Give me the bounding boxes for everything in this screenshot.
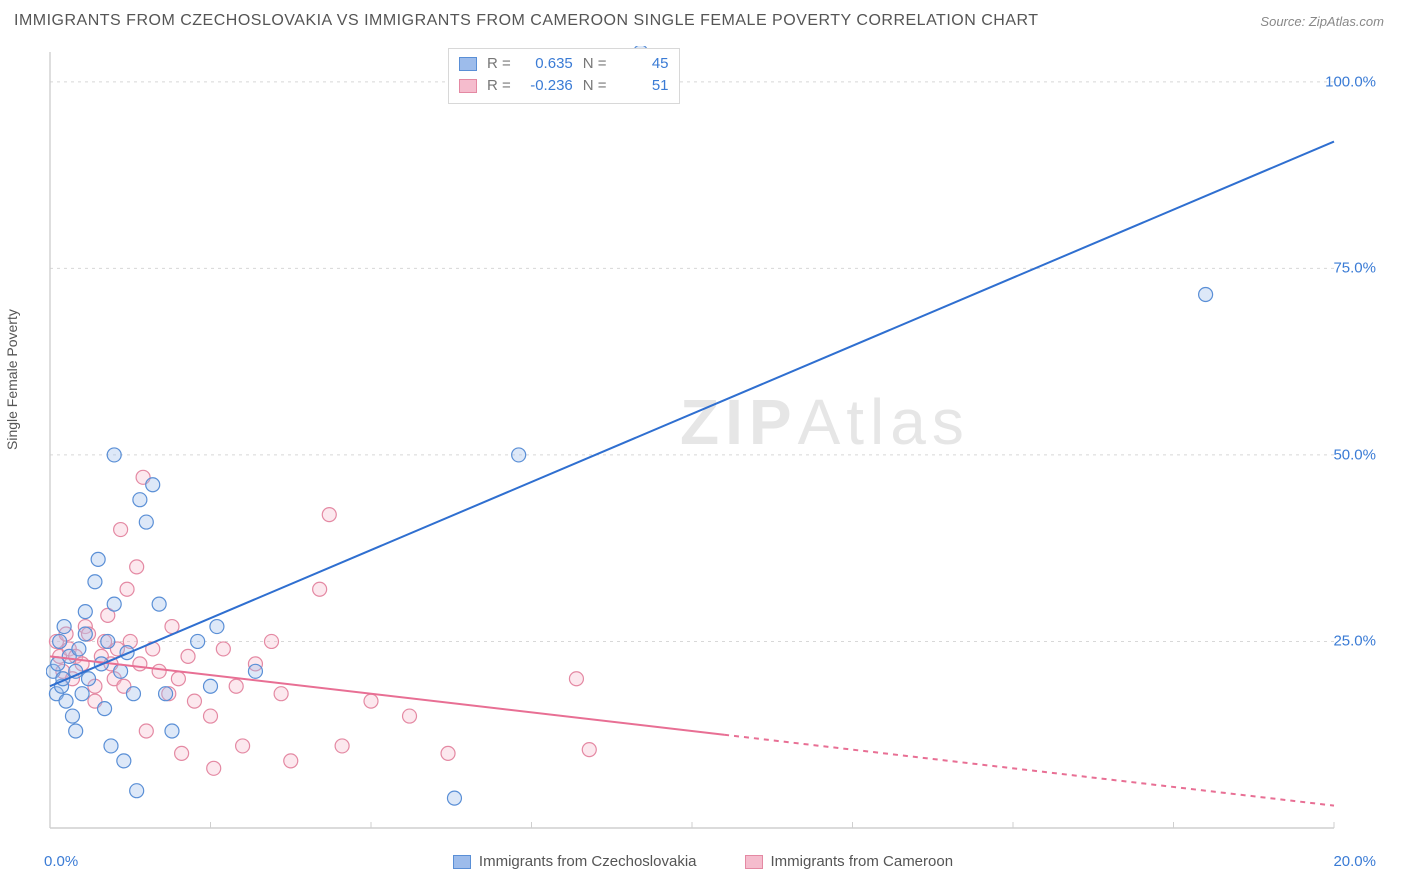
x-tick-max: 20.0% <box>1333 853 1376 870</box>
legend-label-czech: Immigrants from Czechoslovakia <box>479 853 697 870</box>
source-value: ZipAtlas.com <box>1309 14 1384 29</box>
n-label: N = <box>583 53 607 75</box>
plot-area <box>46 46 1338 834</box>
r-value-cameroon: -0.236 <box>521 75 573 97</box>
y-tick-label: 75.0% <box>1333 260 1376 277</box>
y-tick-label: 100.0% <box>1325 73 1376 90</box>
swatch-cameroon <box>459 79 477 93</box>
chart-title: IMMIGRANTS FROM CZECHOSLOVAKIA VS IMMIGR… <box>14 12 1039 30</box>
y-tick-label: 50.0% <box>1333 446 1376 463</box>
r-label: R = <box>487 75 511 97</box>
x-axis-legend: Immigrants from Czechoslovakia Immigrant… <box>0 853 1406 870</box>
scatter-plot-svg <box>46 46 1338 834</box>
r-value-czech: 0.635 <box>521 53 573 75</box>
x-tick-min: 0.0% <box>44 853 78 870</box>
stats-row-czech: R = 0.635 N = 45 <box>459 53 669 75</box>
correlation-stats-box: R = 0.635 N = 45 R = -0.236 N = 51 <box>448 48 680 104</box>
n-value-czech: 45 <box>617 53 669 75</box>
legend-item-czech: Immigrants from Czechoslovakia <box>453 853 697 870</box>
legend-swatch-czech <box>453 855 471 869</box>
legend-label-cameroon: Immigrants from Cameroon <box>771 853 954 870</box>
stats-row-cameroon: R = -0.236 N = 51 <box>459 75 669 97</box>
legend-swatch-cameroon <box>745 855 763 869</box>
legend-item-cameroon: Immigrants from Cameroon <box>745 853 954 870</box>
r-label: R = <box>487 53 511 75</box>
swatch-czech <box>459 57 477 71</box>
y-axis-label: Single Female Poverty <box>4 309 20 450</box>
n-label: N = <box>583 75 607 97</box>
source-label: Source: <box>1260 14 1305 29</box>
n-value-cameroon: 51 <box>617 75 669 97</box>
source-attribution: Source: ZipAtlas.com <box>1260 14 1384 29</box>
y-tick-label: 25.0% <box>1333 633 1376 650</box>
